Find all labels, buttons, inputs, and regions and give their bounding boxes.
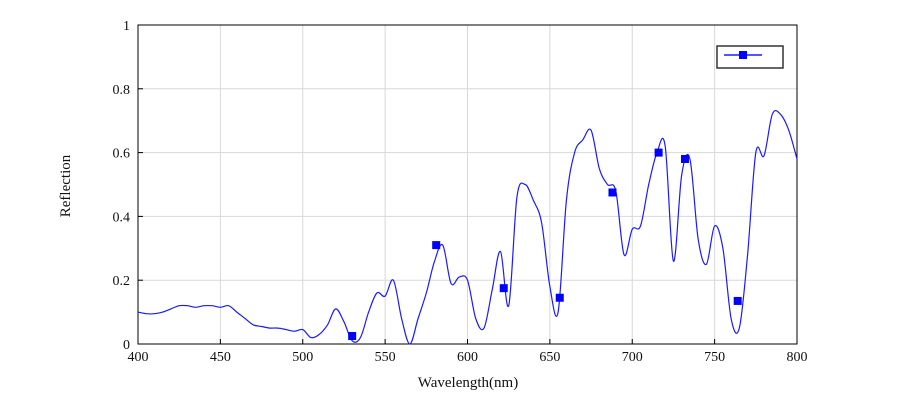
y-tick-label: 0.8: [113, 83, 131, 98]
data-point-marker: [555, 293, 564, 302]
x-axis-label: Wavelength(nm): [418, 375, 518, 391]
x-tick-label: 500: [292, 350, 313, 365]
data-point-marker: [654, 148, 663, 157]
series-markers: [348, 148, 742, 341]
data-point-marker: [432, 241, 441, 250]
x-tick-label: 550: [375, 350, 396, 365]
data-point-marker: [680, 154, 689, 163]
series-line: [137, 109, 798, 345]
x-tick-label: 600: [457, 350, 478, 365]
x-tick-label: 750: [704, 350, 725, 365]
legend: [716, 45, 784, 69]
y-tick-label: 0.6: [113, 147, 131, 162]
legend-marker: [739, 51, 747, 59]
x-tick-label: 400: [128, 350, 149, 365]
y-tick-label: 0.4: [113, 210, 131, 225]
y-tick-label: 1: [123, 19, 130, 34]
axis-ticks: 400 450 500 550 600 650 700 750 800 0 0.2 0.4 0.6 0.8…: [113, 19, 808, 365]
data-point-marker: [733, 296, 742, 305]
x-tick-label: 650: [539, 350, 560, 365]
data-point-marker: [499, 284, 508, 293]
x-tick-label: 450: [210, 350, 231, 365]
legend-box: [716, 45, 784, 69]
x-tick-label: 800: [787, 350, 808, 365]
x-tick-label: 700: [622, 350, 643, 365]
data-point-marker: [608, 188, 617, 197]
y-axis-label: Reflection: [58, 154, 74, 217]
y-tick-label: 0: [123, 338, 130, 353]
y-tick-label: 0.2: [113, 274, 131, 289]
data-point-marker: [348, 332, 357, 341]
